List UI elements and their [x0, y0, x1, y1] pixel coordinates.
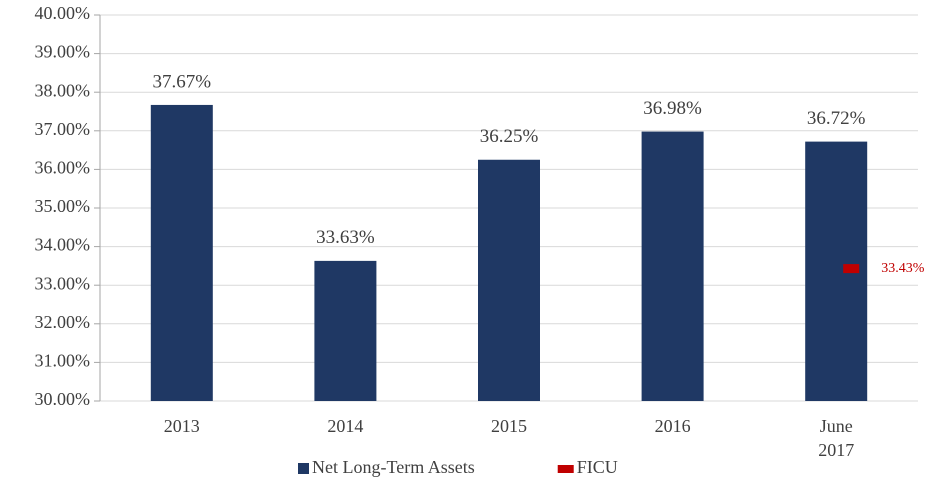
y-tick-label: 39.00%	[35, 42, 91, 62]
value-label: 33.63%	[316, 227, 375, 248]
value-label: 33.43%	[881, 261, 925, 276]
value-label: 36.25%	[480, 126, 539, 147]
legend-label: FICU	[577, 457, 618, 477]
bar	[150, 104, 213, 402]
x-tick-label: 2014	[327, 416, 363, 436]
x-tick-label: June 2017	[818, 416, 854, 460]
legend-label: Net Long-Term Assets	[312, 457, 475, 477]
y-tick-label: 31.00%	[35, 351, 91, 371]
legend-swatch	[298, 463, 309, 474]
bar	[314, 260, 377, 401]
marker	[843, 264, 860, 274]
y-tick-label: 38.00%	[35, 80, 91, 100]
y-tick-label: 36.00%	[35, 158, 91, 178]
legend-swatch	[557, 465, 574, 473]
x-tick-label: 2015	[491, 416, 527, 436]
x-tick-line: June	[820, 416, 853, 436]
y-tick-label: 35.00%	[35, 196, 91, 216]
value-label: 36.98%	[643, 98, 702, 119]
x-tick-line: 2017	[818, 440, 854, 460]
x-tick-label: 2016	[655, 416, 691, 436]
y-tick-label: 30.00%	[35, 389, 91, 409]
bar	[478, 159, 540, 401]
y-tick-label: 33.00%	[35, 273, 91, 293]
value-label: 37.67%	[153, 71, 212, 92]
y-tick-label: 40.00%	[35, 3, 91, 23]
x-tick-label: 2013	[164, 416, 200, 436]
y-tick-label: 37.00%	[35, 119, 91, 139]
y-tick-label: 34.00%	[35, 235, 91, 255]
y-tick-label: 32.00%	[35, 312, 91, 332]
bar	[641, 131, 704, 401]
value-label: 36.72%	[807, 108, 866, 129]
